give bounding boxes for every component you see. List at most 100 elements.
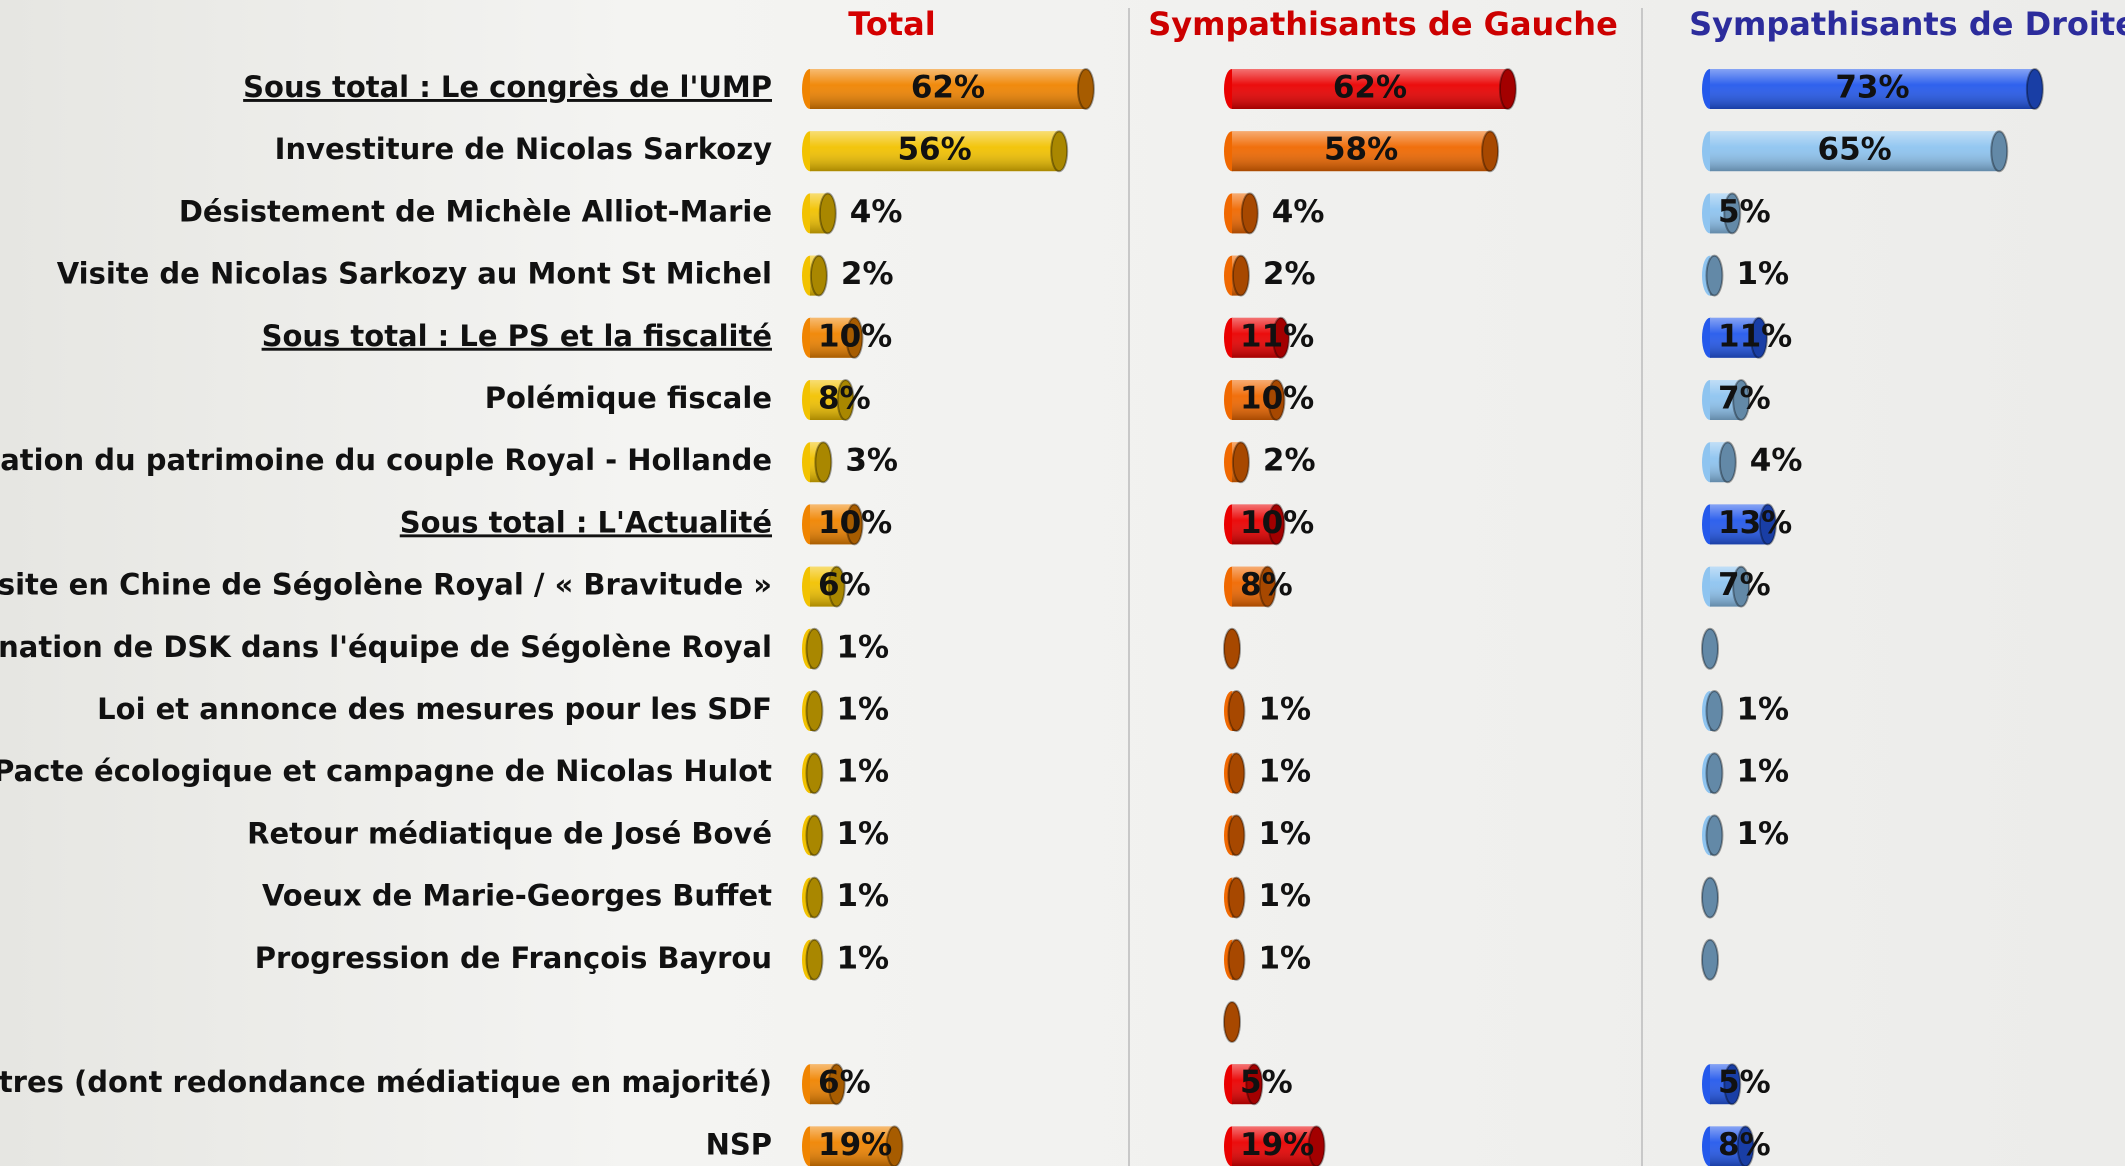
bar-end-shade	[1241, 193, 1258, 234]
bar-end-shade	[1228, 691, 1245, 731]
panel-title: Sympathisants de Droite	[1689, 5, 2125, 43]
bar-end-shade	[828, 1064, 845, 1105]
category-label: Pacte écologique et campagne de Nicolas …	[0, 754, 772, 788]
bar-end	[1050, 130, 1069, 173]
category-label: Voeux de Marie-Georges Buffet	[262, 879, 772, 913]
value-label: 1%	[1258, 940, 1311, 976]
bar-end	[818, 192, 837, 235]
bar-end-shade	[1702, 939, 1718, 980]
bar-end-shade	[806, 628, 823, 669]
bar-end	[1227, 752, 1246, 795]
bar-end-shade	[1272, 317, 1289, 358]
bar-end-shade	[806, 753, 823, 794]
value-label: 10%	[818, 505, 892, 541]
bar-end	[1271, 316, 1290, 359]
bar-end	[805, 752, 824, 795]
category-label: Visite en Chine de Ségolène Royal / « Br…	[0, 568, 772, 602]
category-label: Sous total : Le PS et la fiscalité	[262, 319, 772, 353]
bar-shine	[810, 131, 1060, 172]
category-label: Retour médiatique de José Bové	[247, 816, 772, 850]
bar-shine	[810, 1126, 895, 1166]
category-label: Sous total : L'Actualité	[400, 505, 772, 539]
bar-end-shade	[1759, 504, 1776, 545]
value-label: 6%	[818, 1065, 871, 1101]
value-label: 6%	[818, 567, 871, 603]
bar-end	[805, 627, 824, 670]
bar-end	[845, 316, 864, 359]
panel-title: Sympathisants de Gauche	[1148, 5, 1618, 43]
bar-end	[805, 690, 824, 732]
bar-shine	[1232, 1126, 1317, 1166]
bar-end	[827, 565, 846, 608]
bar-end-shade	[815, 442, 832, 483]
bar-end	[1227, 876, 1246, 919]
bar-end	[809, 254, 828, 297]
category-label: Révélation du patrimoine du couple Royal…	[0, 443, 772, 477]
bar-end	[1267, 379, 1286, 421]
value-label: 1%	[836, 816, 889, 852]
bar-end	[1240, 192, 1259, 235]
value-label: 1%	[836, 629, 889, 665]
bar-end	[1498, 68, 1517, 110]
bar-end	[1705, 254, 1724, 297]
bar-end	[845, 503, 864, 546]
bar-end-shade	[1733, 380, 1750, 420]
bar-end-shade	[846, 317, 863, 358]
bar-end	[836, 379, 855, 421]
bar-end	[1258, 565, 1277, 608]
bar-shine	[1710, 69, 2035, 109]
value-label: 1%	[836, 940, 889, 976]
bar-end-shade	[1308, 1126, 1325, 1166]
bar-end-shade	[1719, 442, 1736, 483]
category-label: Autres (dont redondance médiatique en ma…	[0, 1065, 772, 1099]
value-label: 4%	[1272, 194, 1325, 230]
bar-end	[805, 876, 824, 919]
bar-end	[1227, 690, 1246, 732]
value-label: 8%	[1240, 567, 1293, 603]
value-label: 73%	[1835, 70, 1909, 106]
value-label: 8%	[818, 381, 871, 417]
bar-end-shade	[1702, 628, 1718, 669]
category-label: Nomination de DSK dans l'équipe de Ségol…	[0, 630, 772, 664]
bar-end	[1227, 938, 1246, 981]
bar-end	[1227, 814, 1246, 857]
bar-end	[2025, 68, 2044, 110]
value-label: 62%	[1333, 70, 1407, 106]
value-label: 1%	[1258, 692, 1311, 728]
bar-end-shade	[1228, 877, 1245, 918]
value-label: 7%	[1718, 381, 1771, 417]
bar-end-shade	[1991, 131, 2008, 172]
category-label: Progression de François Bayrou	[255, 941, 772, 975]
bar-end	[1267, 503, 1286, 546]
category-label: Loi et annonce des mesures pour les SDF	[97, 692, 772, 726]
bar-end-shade	[1232, 442, 1249, 483]
bar-end	[1732, 379, 1751, 421]
value-label: 11%	[1240, 318, 1314, 354]
bar-end-shade	[1268, 504, 1285, 545]
bar-end-shade	[1706, 753, 1723, 794]
value-label: 3%	[845, 443, 898, 479]
bar-end-shade	[1228, 815, 1245, 856]
value-label: 11%	[1718, 318, 1792, 354]
bar-end-shade	[1228, 939, 1245, 980]
bar-shine	[1710, 131, 2000, 172]
value-label: 5%	[1718, 1065, 1771, 1101]
value-label: 4%	[1750, 443, 1803, 479]
bar-end	[1732, 565, 1751, 608]
bar-end-shade	[837, 380, 854, 420]
bar-shine	[1710, 317, 1759, 358]
bar-end-shade	[1224, 628, 1240, 669]
bar-end-shade	[886, 1126, 903, 1166]
value-label: 5%	[1240, 1065, 1293, 1101]
bar-end	[1758, 503, 1777, 546]
bar-end-shade	[1228, 753, 1245, 794]
value-label: 62%	[911, 70, 985, 106]
value-label: 19%	[818, 1127, 892, 1163]
bar-end-shade	[1232, 255, 1249, 296]
value-label: 7%	[1718, 567, 1771, 603]
bar-end	[1723, 1063, 1742, 1106]
value-label: 10%	[1240, 381, 1314, 417]
bar-end	[1705, 752, 1724, 795]
